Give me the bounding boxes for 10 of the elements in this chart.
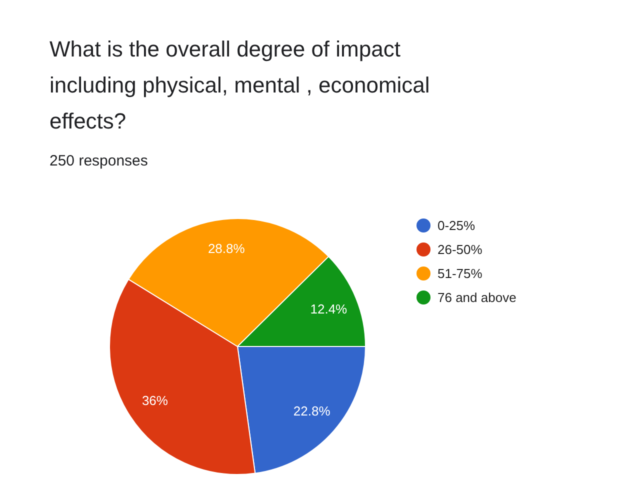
legend-label: 26-50% <box>438 242 483 257</box>
data-label: 22.8% <box>293 404 331 419</box>
data-label: 12.4% <box>310 302 348 317</box>
data-label: 28.8% <box>208 241 246 256</box>
legend-label: 76 and above <box>438 290 516 305</box>
chart-subtitle: 250 responses <box>50 152 148 170</box>
legend-label: 51-75% <box>438 266 483 281</box>
chart-title: What is the overall degree of impact including physical, mental , economical effects? <box>50 36 430 134</box>
legend-label: 0-25% <box>438 218 476 233</box>
data-label: 36% <box>142 392 168 408</box>
